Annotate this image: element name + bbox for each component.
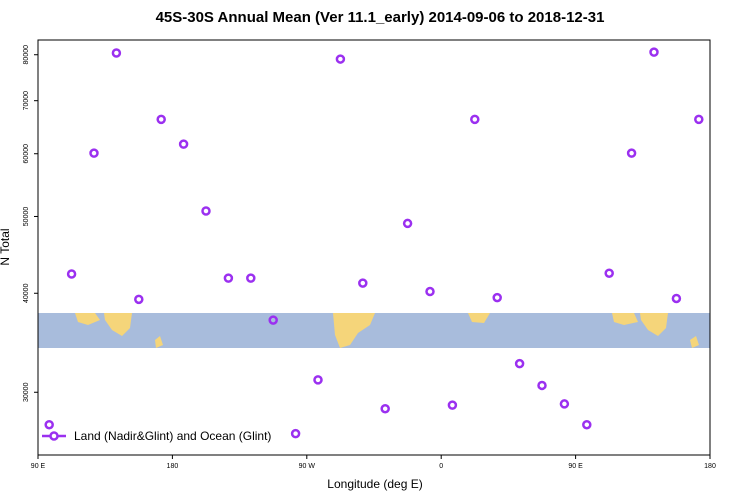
point bbox=[649, 47, 659, 57]
point bbox=[492, 292, 502, 303]
point bbox=[66, 269, 77, 279]
x-tick-label: 180 bbox=[704, 463, 716, 470]
ocean bbox=[38, 313, 710, 348]
point bbox=[268, 315, 278, 325]
x-axis-label: Longitude (deg E) bbox=[327, 477, 422, 491]
point bbox=[694, 114, 704, 125]
plot-frame bbox=[37, 39, 711, 456]
point bbox=[134, 294, 144, 305]
map-band bbox=[38, 313, 710, 348]
point bbox=[201, 206, 211, 216]
point bbox=[358, 278, 368, 288]
y-tick-label: 70000 bbox=[23, 91, 30, 111]
point bbox=[582, 419, 592, 430]
point bbox=[514, 358, 525, 369]
point bbox=[44, 419, 54, 430]
point bbox=[626, 148, 637, 158]
land bbox=[75, 313, 163, 348]
legend-marker bbox=[49, 431, 59, 441]
x-tick-label: 0 bbox=[439, 463, 443, 470]
y-tick-label: 80000 bbox=[23, 45, 30, 65]
land bbox=[333, 313, 375, 348]
point bbox=[671, 293, 682, 304]
chart-title: 45S-30S Annual Mean (Ver 11.1_early) 201… bbox=[156, 9, 605, 26]
point bbox=[380, 403, 390, 414]
x-tick-label: 90 E bbox=[31, 463, 46, 470]
point bbox=[313, 375, 323, 385]
point bbox=[537, 380, 547, 391]
point bbox=[335, 54, 346, 64]
y-tick-label: 40000 bbox=[23, 283, 30, 303]
point bbox=[156, 114, 166, 125]
x-tick-label: 180 bbox=[167, 463, 179, 470]
point bbox=[604, 268, 614, 278]
land bbox=[612, 313, 699, 348]
point bbox=[246, 273, 256, 283]
point bbox=[402, 218, 413, 229]
point bbox=[89, 148, 99, 158]
y-tick-label: 50000 bbox=[23, 207, 30, 227]
point bbox=[223, 273, 234, 283]
point bbox=[447, 400, 458, 410]
point bbox=[425, 286, 435, 297]
y-tick-label: 60000 bbox=[23, 144, 30, 164]
y-tick-label: 30000 bbox=[23, 382, 30, 402]
point bbox=[470, 114, 480, 125]
point bbox=[559, 399, 570, 409]
land bbox=[468, 313, 490, 323]
y-axis-label: N Total bbox=[0, 228, 12, 265]
legend-label: Land (Nadir&Glint) and Ocean (Glint) bbox=[74, 429, 271, 443]
x-tick-label: 90 W bbox=[299, 463, 316, 470]
point bbox=[111, 48, 122, 58]
point bbox=[178, 139, 189, 149]
x-tick-label: 90 E bbox=[568, 463, 583, 470]
point bbox=[290, 428, 301, 439]
